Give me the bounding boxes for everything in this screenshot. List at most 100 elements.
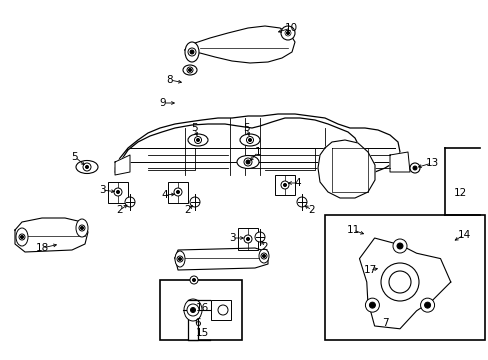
Circle shape	[177, 256, 183, 262]
Circle shape	[79, 225, 85, 231]
Circle shape	[125, 197, 135, 207]
Circle shape	[283, 184, 286, 186]
Text: 1: 1	[254, 147, 261, 157]
Polygon shape	[359, 238, 450, 329]
Circle shape	[409, 163, 419, 173]
Ellipse shape	[175, 251, 184, 267]
Text: 17: 17	[363, 265, 376, 275]
Circle shape	[192, 279, 195, 282]
Text: 11: 11	[346, 225, 359, 235]
Circle shape	[424, 302, 430, 308]
Circle shape	[178, 257, 181, 261]
Text: 7: 7	[381, 318, 387, 328]
Text: 6: 6	[194, 318, 201, 328]
Ellipse shape	[184, 42, 199, 62]
Bar	[108, 182, 128, 203]
Bar	[238, 228, 258, 250]
Bar	[325, 215, 484, 340]
Circle shape	[244, 158, 251, 166]
Circle shape	[420, 298, 434, 312]
Ellipse shape	[76, 219, 88, 237]
Ellipse shape	[183, 65, 197, 75]
Circle shape	[116, 190, 119, 194]
Circle shape	[81, 226, 83, 230]
Bar	[274, 175, 294, 195]
Ellipse shape	[388, 271, 410, 293]
Bar	[210, 300, 230, 320]
Circle shape	[190, 276, 198, 284]
Circle shape	[186, 304, 199, 316]
Circle shape	[281, 181, 288, 189]
Polygon shape	[115, 155, 130, 175]
Ellipse shape	[187, 134, 207, 146]
Circle shape	[286, 32, 289, 35]
Circle shape	[262, 255, 265, 257]
Circle shape	[190, 307, 195, 312]
Polygon shape	[317, 140, 374, 198]
Polygon shape	[115, 114, 399, 172]
Circle shape	[285, 30, 290, 36]
Circle shape	[188, 68, 191, 72]
Circle shape	[254, 232, 264, 242]
Circle shape	[246, 136, 253, 144]
Ellipse shape	[76, 161, 98, 174]
Circle shape	[196, 139, 199, 141]
Circle shape	[365, 298, 379, 312]
Text: 2: 2	[308, 205, 315, 215]
Text: 16: 16	[195, 303, 208, 313]
Ellipse shape	[240, 134, 260, 146]
Circle shape	[246, 238, 249, 240]
Text: 10: 10	[284, 23, 297, 33]
Text: 9: 9	[160, 98, 166, 108]
Circle shape	[114, 188, 122, 196]
Ellipse shape	[183, 299, 202, 321]
Circle shape	[190, 50, 194, 54]
Bar	[187, 300, 198, 340]
Circle shape	[296, 197, 306, 207]
Ellipse shape	[259, 249, 268, 263]
Text: 4: 4	[162, 190, 168, 200]
Text: 2: 2	[261, 242, 268, 252]
Polygon shape	[15, 218, 88, 252]
Circle shape	[190, 197, 200, 207]
Ellipse shape	[237, 156, 259, 168]
Polygon shape	[184, 26, 294, 63]
Text: 8: 8	[166, 75, 173, 85]
Text: 4: 4	[294, 178, 301, 188]
Ellipse shape	[380, 263, 418, 301]
Circle shape	[261, 253, 266, 259]
Polygon shape	[175, 248, 267, 270]
Circle shape	[20, 235, 23, 239]
Circle shape	[368, 302, 375, 308]
Text: 3: 3	[228, 233, 235, 243]
Text: 18: 18	[35, 243, 48, 253]
Circle shape	[244, 235, 251, 243]
Bar	[168, 182, 187, 203]
Circle shape	[396, 243, 402, 249]
Circle shape	[281, 26, 294, 40]
Text: 14: 14	[456, 230, 469, 240]
Text: 2: 2	[117, 205, 123, 215]
Circle shape	[248, 139, 251, 141]
Circle shape	[412, 166, 416, 170]
Text: 13: 13	[425, 158, 438, 168]
Text: 15: 15	[195, 328, 208, 338]
Circle shape	[218, 305, 227, 315]
Circle shape	[245, 160, 249, 164]
Text: 2: 2	[184, 205, 191, 215]
Circle shape	[19, 234, 25, 240]
Text: 5: 5	[191, 123, 198, 133]
Circle shape	[176, 190, 179, 194]
Circle shape	[83, 163, 91, 171]
Circle shape	[392, 239, 406, 253]
Circle shape	[186, 67, 193, 73]
Text: 5: 5	[243, 123, 250, 133]
Ellipse shape	[16, 228, 28, 246]
Bar	[160, 280, 242, 340]
Polygon shape	[389, 152, 409, 172]
Text: 5: 5	[72, 152, 78, 162]
Text: 3: 3	[99, 185, 105, 195]
Circle shape	[194, 136, 201, 144]
Text: 12: 12	[452, 188, 466, 198]
Circle shape	[187, 48, 196, 56]
